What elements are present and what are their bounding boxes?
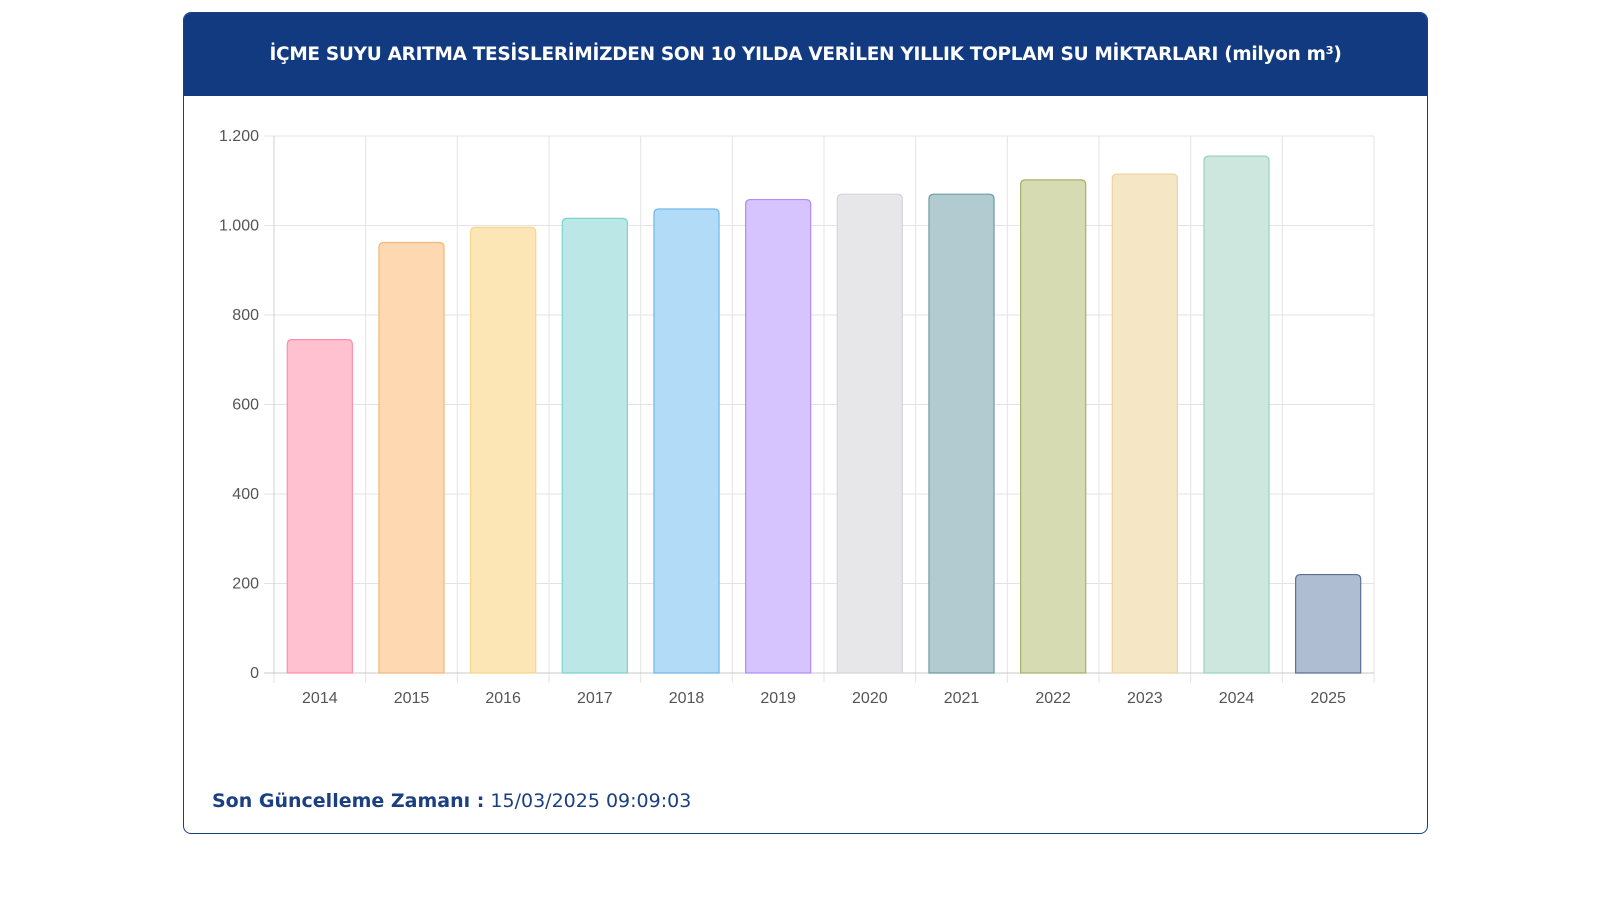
x-tick-label: 2017 bbox=[577, 690, 613, 707]
last-update: Son Güncelleme Zamanı : 15/03/2025 09:09… bbox=[212, 790, 691, 812]
bar-2016 bbox=[470, 226, 537, 674]
last-update-label: Son Güncelleme Zamanı : bbox=[212, 790, 485, 812]
bar-2019 bbox=[745, 198, 812, 674]
bar-2022 bbox=[1020, 179, 1087, 674]
bar-2021 bbox=[928, 193, 995, 674]
bar-2018 bbox=[653, 208, 720, 674]
bar-2014 bbox=[286, 339, 353, 674]
chart-area: 0 200 400 600 800 1.000 1.200 2014 2015 2016 2017 2… bbox=[184, 96, 1427, 736]
y-tick-label: 0 bbox=[250, 665, 259, 682]
y-tick-label: 600 bbox=[232, 397, 259, 414]
x-tick-label: 2023 bbox=[1127, 690, 1163, 707]
x-tick-label: 2021 bbox=[944, 690, 980, 707]
last-update-value: 15/03/2025 09:09:03 bbox=[490, 790, 692, 812]
bar-2017 bbox=[561, 217, 628, 674]
x-tick-label: 2019 bbox=[760, 690, 796, 707]
bar-2023 bbox=[1111, 173, 1178, 674]
bar-chart: 0 200 400 600 800 1.000 1.200 2014 2015 2016 2017 2… bbox=[219, 128, 1375, 707]
y-tick-label: 200 bbox=[232, 576, 259, 593]
bar-2015 bbox=[378, 241, 445, 674]
chart-header: İÇME SUYU ARITMA TESİSLERİMİZDEN SON 10 … bbox=[184, 13, 1427, 96]
x-tick-label: 2016 bbox=[485, 690, 521, 707]
bar-2024 bbox=[1203, 155, 1270, 674]
y-tick-label: 1.200 bbox=[219, 128, 259, 145]
y-tick-label: 400 bbox=[232, 486, 259, 503]
x-tick-label: 2022 bbox=[1035, 690, 1071, 707]
y-tick-label: 1.000 bbox=[219, 218, 259, 235]
x-tick-label: 2025 bbox=[1310, 690, 1346, 707]
chart-card: İÇME SUYU ARITMA TESİSLERİMİZDEN SON 10 … bbox=[183, 12, 1428, 834]
y-tick-label: 800 bbox=[232, 307, 259, 324]
chart-title: İÇME SUYU ARITMA TESİSLERİMİZDEN SON 10 … bbox=[269, 44, 1342, 65]
x-tick-label: 2018 bbox=[669, 690, 705, 707]
x-tick-label: 2014 bbox=[302, 690, 338, 707]
x-tick-label: 2024 bbox=[1219, 690, 1255, 707]
bar-2025 bbox=[1295, 573, 1362, 674]
x-tick-label: 2015 bbox=[394, 690, 430, 707]
bar-2020 bbox=[836, 193, 903, 674]
x-tick-label: 2020 bbox=[852, 690, 888, 707]
